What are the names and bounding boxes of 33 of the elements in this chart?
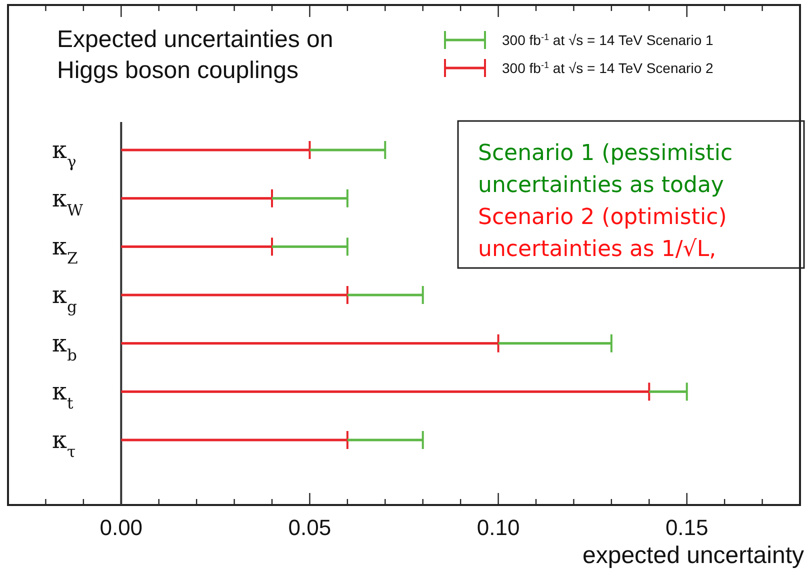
bar bbox=[121, 438, 348, 442]
chart-title: Expected uncertainties on Higgs boson couplings bbox=[57, 26, 334, 84]
x-tick-label: 0.00 bbox=[100, 515, 143, 540]
bar bbox=[310, 148, 386, 152]
bar bbox=[121, 148, 310, 152]
legend-label: 300 fb$^{-1}$ at √s = 14 TeV Scenario 2 bbox=[502, 60, 714, 76]
annotation: uncertainties as today bbox=[478, 173, 724, 198]
bar bbox=[347, 438, 423, 442]
bar bbox=[347, 294, 423, 296]
bar bbox=[121, 245, 272, 248]
annotation: uncertainties as 1/√L, bbox=[478, 237, 716, 262]
y-tick-label: κ$_{t}$ bbox=[52, 378, 74, 413]
y-tick-label: κ$_{Z}$ bbox=[52, 232, 78, 268]
bar bbox=[649, 390, 687, 393]
x-tick-label: 0.15 bbox=[665, 515, 708, 540]
x-tick-label: 0.10 bbox=[476, 515, 520, 540]
annotation: Scenario 2 (optimistic) bbox=[478, 205, 727, 230]
bar bbox=[498, 342, 612, 345]
bar bbox=[121, 390, 650, 393]
annotation: Scenario 1 (pessimistic bbox=[478, 141, 733, 166]
x-axis-title: expected uncertainty bbox=[582, 542, 804, 569]
y-tick-label: κ$_{γ}$ bbox=[52, 136, 76, 171]
y-tick-label: κ$_{τ}$ bbox=[52, 426, 76, 461]
legend-label: 300 fb$^{-1}$ at √s = 14 TeV Scenario 1 bbox=[502, 32, 714, 48]
bar bbox=[121, 197, 272, 200]
bar bbox=[272, 197, 348, 200]
y-tick-label: κ$_{b}$ bbox=[52, 329, 77, 364]
y-tick-label: κ$_{W}$ bbox=[52, 184, 84, 220]
x-tick-label: 0.05 bbox=[288, 515, 332, 540]
bar bbox=[272, 245, 348, 248]
bar bbox=[121, 342, 498, 345]
y-tick-label: κ$_{g}$ bbox=[52, 281, 77, 316]
bar bbox=[121, 294, 348, 296]
